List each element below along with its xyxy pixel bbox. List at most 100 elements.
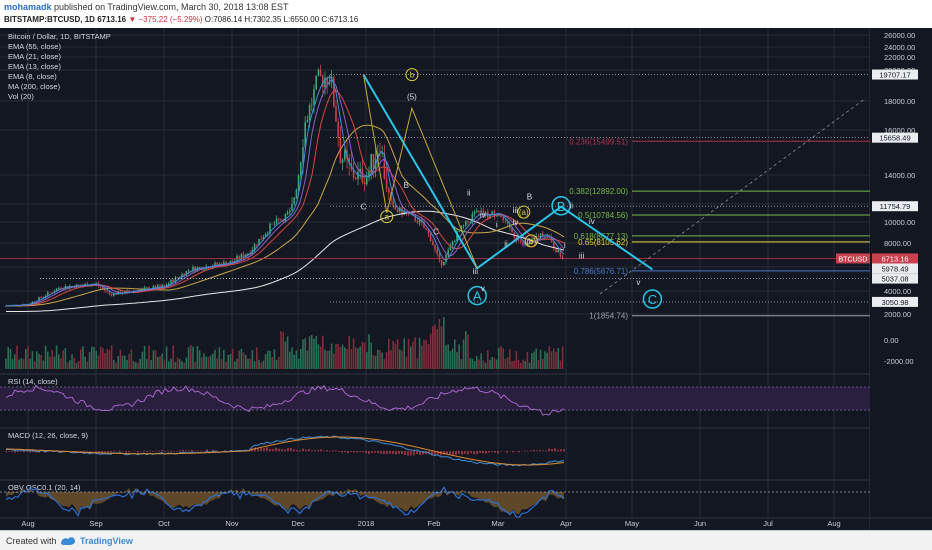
candle-body <box>352 169 355 178</box>
macd-histogram-bar <box>500 451 502 452</box>
macd-histogram-bar <box>416 451 418 455</box>
candle-body <box>77 284 80 286</box>
volume-bar <box>372 355 375 369</box>
candle-body <box>368 171 370 178</box>
candle-body <box>262 236 265 239</box>
candle-body <box>517 240 520 242</box>
volume-bar <box>75 362 78 369</box>
macd-histogram-bar <box>488 451 490 453</box>
candle-body <box>181 274 183 278</box>
candle-body <box>493 211 496 217</box>
candle-body <box>62 288 64 290</box>
candle-body <box>522 241 524 246</box>
candle-body <box>126 290 128 292</box>
grid-lines <box>0 28 932 530</box>
volume-bar <box>302 339 304 369</box>
volume-bar <box>73 357 75 369</box>
candle-body <box>40 297 42 298</box>
macd-histogram-bar <box>314 450 316 452</box>
macd-histogram-bar <box>32 451 34 452</box>
candle-body <box>443 261 445 266</box>
fib-level-label: 1(1854.74) <box>589 312 628 321</box>
volume-bar <box>251 349 254 369</box>
candle-body <box>152 286 155 290</box>
volume-bar <box>418 337 421 369</box>
legend-item[interactable]: EMA (21, close) <box>8 52 61 61</box>
candle-body <box>280 219 282 221</box>
candle-body <box>440 259 443 266</box>
published-text: published on TradingView.com, March 30, … <box>54 2 289 12</box>
volume-bar <box>64 348 67 369</box>
legend-item[interactable]: Vol (20) <box>8 92 34 101</box>
macd-histogram-bar <box>419 451 421 456</box>
macd-histogram-bar <box>380 451 382 454</box>
symbol-price-tag <box>836 253 870 264</box>
volume-bar <box>403 338 405 369</box>
macd-histogram-bar <box>353 451 355 453</box>
macd-histogram-bar <box>542 450 544 452</box>
volume-bar <box>99 346 102 369</box>
candle-body <box>176 277 179 279</box>
volume-bar <box>427 344 430 369</box>
volume-bar <box>183 362 185 369</box>
candle-body <box>423 222 425 229</box>
time-tick: May <box>625 519 639 528</box>
macd-histogram-bar <box>155 450 157 452</box>
legend-item[interactable]: EMA (8, close) <box>8 72 57 81</box>
candle-body <box>559 249 562 257</box>
publish-line: mohamadk published on TradingView.com, M… <box>4 2 289 12</box>
volume-bar <box>205 356 207 369</box>
volume-bar <box>91 346 93 369</box>
volume-bar <box>240 348 243 369</box>
tradingview-brand[interactable]: TradingView <box>80 536 133 546</box>
macd-histogram-bar <box>389 451 391 454</box>
volume-bar <box>379 349 381 369</box>
chart-area[interactable]: 0.236(15499.51) 0.382(12892.00) 0.5(10784.… <box>0 28 932 530</box>
time-axis[interactable]: Aug Sep Oct Nov Dec 2018 Feb Mar Apr May Jun Jul Aug <box>0 517 932 528</box>
price-tick: 24000.00 <box>884 43 915 52</box>
macd-histogram-bar <box>98 451 100 453</box>
volume-bar <box>377 349 379 369</box>
macd-histogram-bar <box>344 451 346 453</box>
volume-bar <box>51 349 53 369</box>
volume-bar <box>207 357 210 369</box>
macd-signal-line <box>5 436 565 466</box>
macd-histogram-bar <box>392 451 394 454</box>
macd-histogram-bar <box>464 451 466 454</box>
candle-body <box>264 234 267 237</box>
candle-body <box>469 221 471 223</box>
volume-bar <box>405 356 408 369</box>
macd-histogram-bar <box>203 451 205 452</box>
macd-histogram-bar <box>374 451 376 453</box>
volume-bar <box>462 339 465 369</box>
price-label-text: 3050.98 <box>881 298 908 307</box>
macd-histogram-bar <box>272 449 274 452</box>
fib-level-label: 0.65(8105.62) <box>578 238 628 247</box>
volume-bar <box>304 338 306 369</box>
candle-body <box>179 277 181 279</box>
legend-item[interactable]: MA (200, close) <box>8 82 61 91</box>
price-axis[interactable]: 26000.0024000.0022000.0020000.0018000.00… <box>836 28 932 530</box>
macd-histogram-bar <box>197 450 199 452</box>
price-label-tag <box>872 69 918 80</box>
legend-item[interactable]: EMA (13, close) <box>8 62 61 71</box>
volume-bar <box>260 362 262 369</box>
macd-histogram-bar <box>335 450 337 452</box>
volume-bar <box>311 334 313 369</box>
legend-item[interactable]: EMA (55, close) <box>8 42 61 51</box>
candle-body <box>128 290 130 292</box>
macd-histogram-bar <box>359 451 361 453</box>
macd-histogram-bar <box>191 449 193 452</box>
candle-body <box>425 228 427 231</box>
volume-bar <box>447 344 449 369</box>
volume-bar <box>333 353 335 369</box>
author-name[interactable]: mohamadk <box>4 2 52 12</box>
candle-body <box>203 269 205 271</box>
volume-bar <box>132 361 135 369</box>
macd-histogram-bar <box>413 451 415 456</box>
volume-bar <box>515 351 518 369</box>
volume-bar <box>471 358 474 369</box>
volume-bar <box>383 359 386 369</box>
macd-histogram-bar <box>533 449 535 452</box>
candle-body <box>524 242 526 246</box>
